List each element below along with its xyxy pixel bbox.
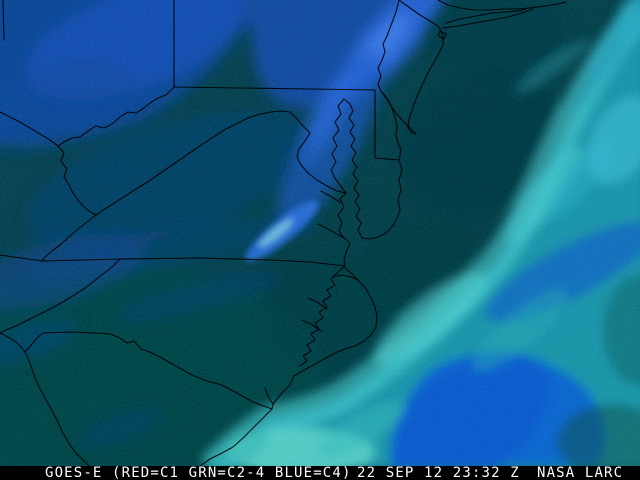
border-wv-ky [57, 145, 97, 216]
timestamp-label: 22 SEP 12 23:32 Z [357, 465, 520, 480]
coast-virginia-beach [343, 242, 351, 267]
river-cape-fear [264, 387, 274, 405]
coast-chesapeake-west-shore [330, 98, 351, 244]
coast-long-island-north [445, 8, 527, 24]
border-ny-nj [398, 0, 444, 46]
coast-long-island-south [442, 8, 534, 29]
border-sc-ga-savannah-river [24, 351, 90, 466]
satellite-image [0, 0, 640, 466]
border-tn-nc [0, 258, 121, 334]
coast-delaware-bay-nj-shore [380, 90, 417, 135]
river-neuse [301, 319, 322, 332]
coast-nc-sound-shore [299, 265, 346, 367]
status-bar: GOES-E (RED=C1 GRN=C2-4 BLUE=C4) 22 SEP … [0, 466, 640, 480]
coast-ct-ny-mainland [437, 0, 567, 11]
border-nc-ga [0, 331, 161, 358]
coast-outer-banks [289, 267, 378, 386]
coast-albemarle-sound [332, 274, 359, 281]
coast-staten-island [437, 30, 447, 40]
border-in-oh [2, 0, 5, 41]
coast-new-jersey-atlantic [407, 44, 444, 135]
border-pa-nj-delaware-river [377, 0, 400, 92]
river-rappahannock [320, 190, 341, 203]
border-oh-wv-ohio-river [57, 86, 175, 147]
source-label: NASA LARC [537, 465, 624, 480]
map-boundaries-layer [0, 0, 566, 466]
coast-delaware-bay-de-shore [382, 92, 398, 141]
border-va-nc-tn [0, 254, 346, 267]
border-nc-sc [159, 356, 273, 410]
product-label: GOES-E (RED=C1 GRN=C2-4 BLUE=C4) [45, 465, 352, 480]
border-wv-va [95, 110, 291, 216]
border-md-va-potomac [289, 111, 347, 194]
sensor-noise-overlay [0, 0, 640, 466]
border-oh-ky-ohio-river [0, 111, 59, 147]
river-pamlico [307, 297, 328, 310]
border-md-de [374, 89, 400, 161]
coast-delmarva-atlantic [361, 139, 403, 240]
border-va-ky [41, 214, 97, 262]
coast-carolina-south [199, 384, 291, 466]
river-james [317, 223, 345, 239]
border-pa-md-mason-dixon [173, 86, 376, 91]
coast-chesapeake-east-shore [343, 98, 363, 239]
